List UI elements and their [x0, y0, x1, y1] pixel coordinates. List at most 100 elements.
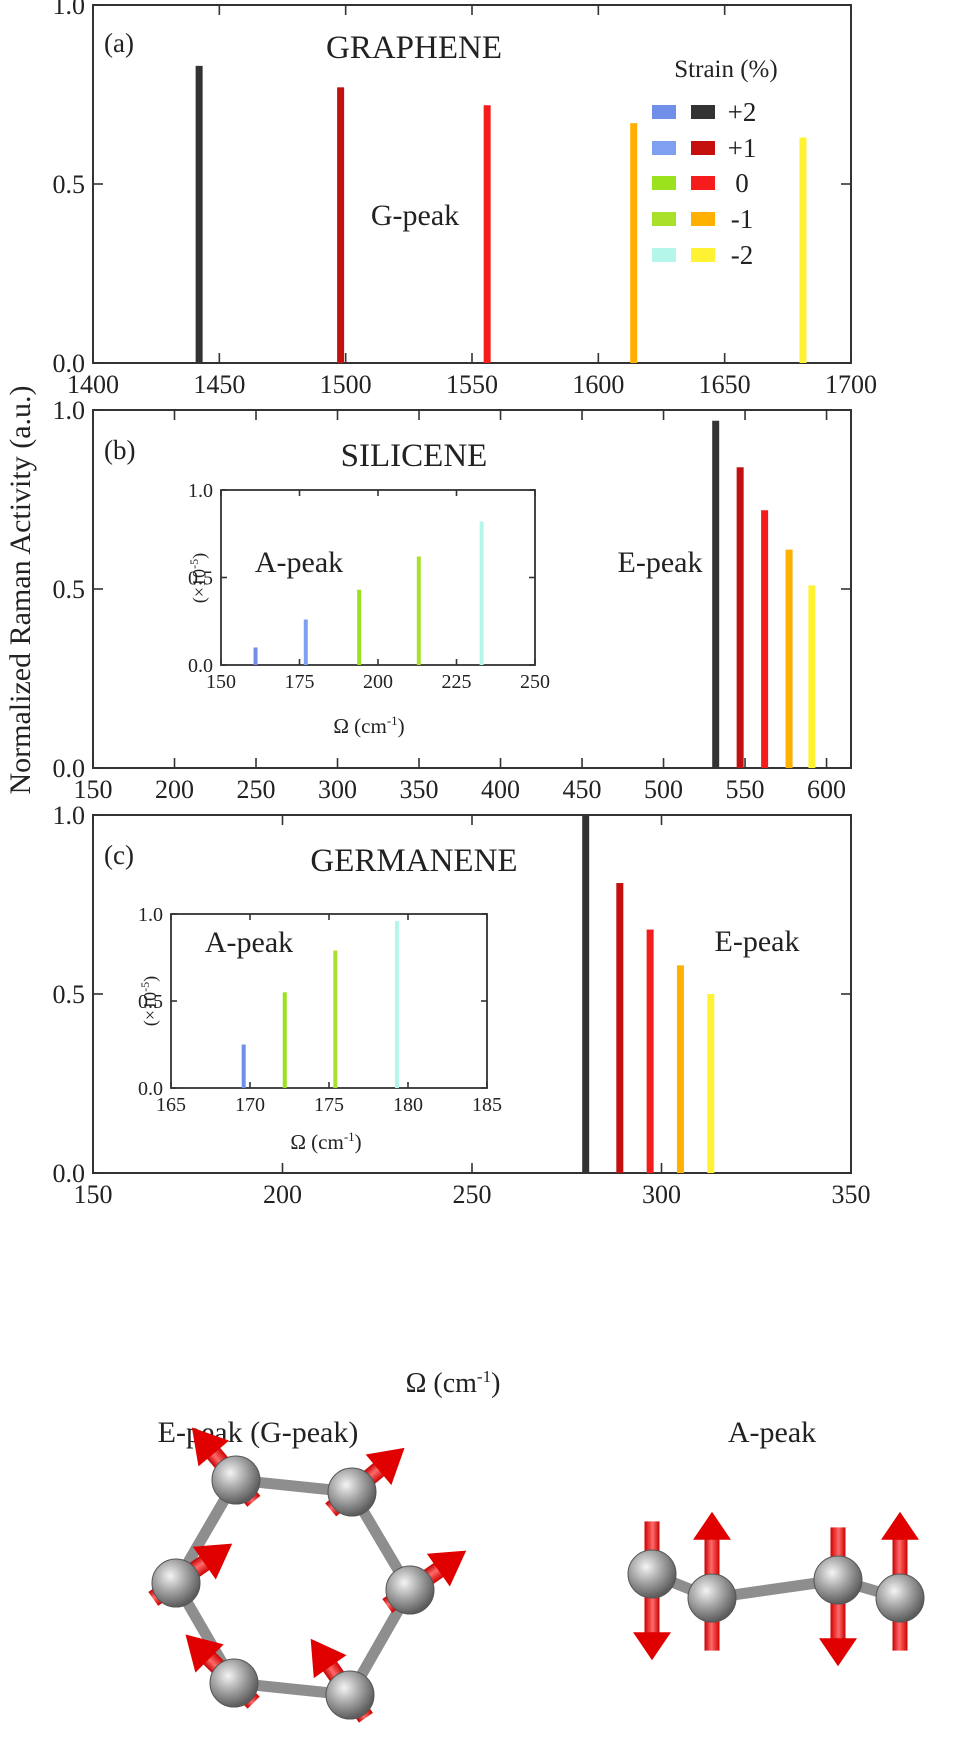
inset-ytick-label: 1.0: [188, 480, 213, 502]
inset-peak-annotation: A-peak: [205, 926, 293, 959]
main-xtick-label: 250: [453, 1180, 492, 1209]
main-xtick-label: 200: [155, 775, 194, 804]
atom: [875, 1573, 925, 1623]
inset-xtick-label: 150: [206, 671, 236, 693]
legend-label: +2: [728, 97, 757, 127]
inset-xtick-label: 170: [235, 1094, 265, 1116]
legend-swatch-left: [652, 212, 676, 226]
arrow-head: [310, 1638, 347, 1679]
atom: [327, 1467, 377, 1517]
main-xtick-label: 200: [263, 1180, 302, 1209]
main-xtick-label: 400: [481, 775, 520, 804]
main-xtick-label: 350: [832, 1180, 871, 1209]
main-ytick-label: 0.0: [53, 754, 86, 783]
atom: [325, 1670, 375, 1720]
inset-xtick-label: 185: [472, 1094, 502, 1116]
inset-bar-strain-0: [282, 992, 287, 1088]
inset-bar-strain-plus1: [303, 619, 308, 665]
inset-plot: 165 170 175 180 185 0.0 0.5 1.0 A-peak (×10-5) Ω (…: [138, 904, 502, 1154]
atom: [211, 1455, 261, 1505]
main-bar-strain-minus2: [799, 137, 807, 363]
peak-annotation: G-peak: [371, 199, 459, 232]
arrow-head: [819, 1638, 857, 1667]
main-bar-strain-0: [483, 105, 491, 364]
main-xtick-label: 450: [563, 775, 602, 804]
a-peak-chain-diagram: [627, 1511, 925, 1667]
legend: Strain (%) +2 +1 0 -1 -2: [652, 56, 778, 270]
legend-swatch-right: [691, 212, 715, 226]
e-peak-hexagon-diagram: [148, 1427, 467, 1723]
inset-xtick-label: 165: [156, 1094, 186, 1116]
main-xtick-label: 150: [74, 775, 113, 804]
inset-x-axis-label: Ω (cm-1): [290, 1129, 361, 1154]
main-xtick-label: 1450: [193, 370, 245, 399]
inset-xtick-label: 180: [393, 1094, 423, 1116]
legend-label: +1: [728, 133, 757, 163]
inset-frame: [170, 913, 488, 1089]
inset-xtick-label: 250: [520, 671, 550, 693]
main-xtick-label: 500: [644, 775, 683, 804]
arrow-head: [365, 1447, 405, 1486]
peak-annotation: E-peak: [715, 925, 800, 958]
x-axis-label: Ω (cm-1): [406, 1367, 501, 1399]
main-xtick-label: 1700: [825, 370, 877, 399]
main-xtick-label: 250: [237, 775, 276, 804]
main-xtick-label: 300: [642, 1180, 681, 1209]
inset-plot: 150 175 200 225 250 0.0 0.5 1.0 A-peak (×10-5) Ω (…: [187, 480, 550, 738]
inset-bar-strain-plus2: [241, 1044, 246, 1088]
inset-bar-strain-minus1: [333, 950, 338, 1088]
main-bar-strain-plus1: [616, 883, 624, 1173]
inset-x-axis-label: Ω (cm-1): [333, 713, 404, 738]
atom: [687, 1573, 737, 1623]
main-ytick-label: 1.0: [53, 396, 86, 425]
legend-title: Strain (%): [674, 56, 777, 83]
inset-scale-label: (×10-5): [187, 553, 210, 603]
main-bar-strain-0: [761, 510, 769, 768]
e-peak-mode-title: E-peak (G-peak): [158, 1416, 359, 1449]
arrow-head: [185, 1634, 224, 1673]
main-bar-strain-plus1: [736, 467, 744, 768]
main-bar-strain-minus2: [707, 994, 715, 1173]
legend-swatch-left: [652, 141, 676, 155]
main-xtick-label: 1650: [699, 370, 751, 399]
main-xtick-label: 1400: [67, 370, 119, 399]
panel-graphene: 1400 1450 1500 1550 1600 1650 1700 0.0 0.5 1.0 (a)…: [53, 0, 878, 399]
main-ytick-label: 0.5: [53, 575, 86, 604]
panel-label: (a): [104, 28, 134, 58]
inset-bar-strain-minus2: [394, 920, 399, 1088]
main-xtick-label: 1600: [572, 370, 624, 399]
inset-xtick-label: 200: [363, 671, 393, 693]
legend-swatch-left: [652, 248, 676, 262]
arrow-head: [192, 1543, 233, 1580]
arrow-head: [881, 1511, 919, 1540]
inset-peak-annotation: A-peak: [255, 546, 343, 579]
atom: [209, 1658, 259, 1708]
inset-bar-strain-plus2: [253, 647, 258, 665]
inset-bar-strain-minus1: [416, 556, 421, 665]
panel-germanene: 150 200 250 300 350 0.0 0.5 1.0 (c) GERMANENE E-pe…: [53, 801, 871, 1209]
main-xtick-label: 350: [400, 775, 439, 804]
main-bar-strain-0: [646, 929, 654, 1173]
legend-label: 0: [735, 168, 749, 198]
inset-bar-strain-0: [357, 589, 362, 665]
inset-bar-strain-minus2: [479, 521, 484, 665]
main-bar-strain-plus1: [337, 87, 345, 363]
peak-annotation: E-peak: [618, 546, 703, 579]
main-ytick-label: 0.5: [53, 980, 86, 1009]
panel-label: (c): [104, 840, 134, 870]
a-peak-mode-title: A-peak: [728, 1416, 816, 1449]
main-ytick-label: 0.0: [53, 1159, 86, 1188]
inset-ytick-label: 1.0: [138, 904, 163, 926]
main-xtick-label: 600: [807, 775, 846, 804]
legend-swatch-right: [691, 248, 715, 262]
inset-scale-label: (×10-5): [138, 976, 161, 1026]
main-ytick-label: 0.5: [53, 170, 86, 199]
atom: [385, 1565, 435, 1615]
arrow-head: [426, 1550, 467, 1587]
main-ytick-label: 0.0: [53, 349, 86, 378]
main-xtick-label: 550: [726, 775, 765, 804]
main-bar-strain-minus1: [676, 965, 684, 1173]
legend-swatch-left: [652, 176, 676, 190]
y-axis-label: Normalized Raman Activity (a.u.): [4, 385, 37, 794]
main-bar-strain-plus2: [712, 420, 720, 768]
